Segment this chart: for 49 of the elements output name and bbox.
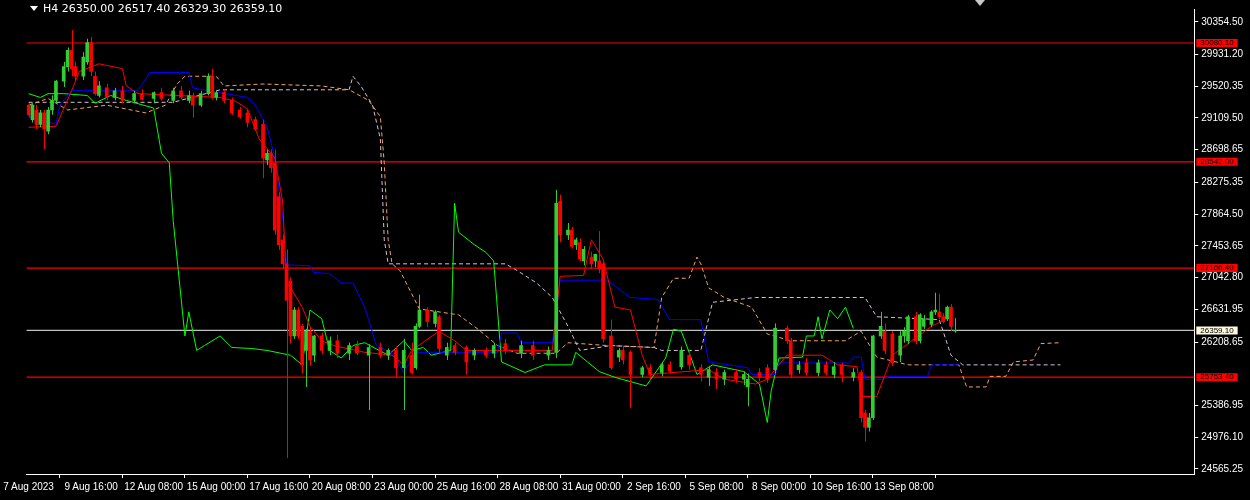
x-tick-label: 25 Aug 16:00 (436, 480, 497, 492)
candlestick (312, 334, 316, 363)
candlestick (745, 373, 750, 407)
chart-title: H4 26350.00 26517.40 26329.30 26359.10 (43, 2, 283, 15)
y-tick-label: 27453.65 (1201, 239, 1244, 251)
x-tick-label: 17 Aug 16:00 (249, 480, 309, 492)
candlestick (530, 340, 535, 361)
y-tick-label: 29931.20 (1201, 48, 1244, 60)
candlestick (304, 328, 308, 388)
y-tick-label: 28698.65 (1201, 143, 1244, 155)
x-tick-label: 7 Aug 2023 (3, 480, 55, 492)
x-tick-label: 12 Aug 08:00 (124, 480, 184, 492)
candlestick (898, 330, 903, 363)
candlestick (570, 226, 574, 249)
candlestick (319, 332, 324, 355)
ref-line-label: 28542.00 (1200, 156, 1235, 166)
x-tick-label: 13 Sep 08:00 (874, 480, 935, 492)
x-tick-label: 8 Sep 00:00 (752, 480, 807, 492)
x-tick-label: 9 Aug 16:00 (64, 480, 119, 492)
candlestick (93, 70, 97, 97)
x-tick-label: 20 Aug 08:00 (311, 480, 372, 492)
ref-line-label: 26359.10 (1200, 325, 1235, 335)
y-tick-label: 24976.10 (1201, 430, 1244, 442)
y-tick-label: 27042.80 (1201, 271, 1244, 283)
candlestick (679, 346, 684, 371)
ref-line-label: 30080.10 (1200, 38, 1235, 48)
x-tick-label: 31 Aug 00:00 (561, 480, 622, 492)
candlestick (706, 365, 711, 387)
y-tick-label: 29520.35 (1201, 79, 1244, 91)
y-tick-label: 26208.65 (1201, 335, 1244, 347)
ref-line-label: 25753.40 (1200, 372, 1235, 382)
y-tick-label: 28275.35 (1201, 176, 1244, 188)
x-tick-label: 10 Sep 16:00 (811, 480, 872, 492)
y-tick-label: 30354.50 (1201, 15, 1244, 27)
y-tick-label: 29109.50 (1201, 111, 1244, 123)
x-tick-label: 5 Sep 08:00 (689, 480, 744, 492)
candlestick (687, 349, 691, 371)
candlestick (401, 338, 406, 411)
candlestick (425, 306, 430, 328)
y-tick-label: 27864.50 (1201, 207, 1244, 219)
y-tick-label: 25386.95 (1201, 399, 1244, 411)
candlestick (937, 293, 942, 321)
x-tick-label: 2 Sep 16:00 (626, 480, 682, 492)
ref-line-label: 27166.40 (1200, 263, 1235, 273)
y-tick-label: 26631.95 (1201, 303, 1244, 315)
y-tick-label: 24565.25 (1201, 462, 1244, 474)
x-tick-label: 23 Aug 00:00 (374, 480, 434, 492)
x-tick-label: 15 Aug 00:00 (186, 480, 247, 492)
x-tick-label: 28 Aug 08:00 (499, 480, 559, 492)
